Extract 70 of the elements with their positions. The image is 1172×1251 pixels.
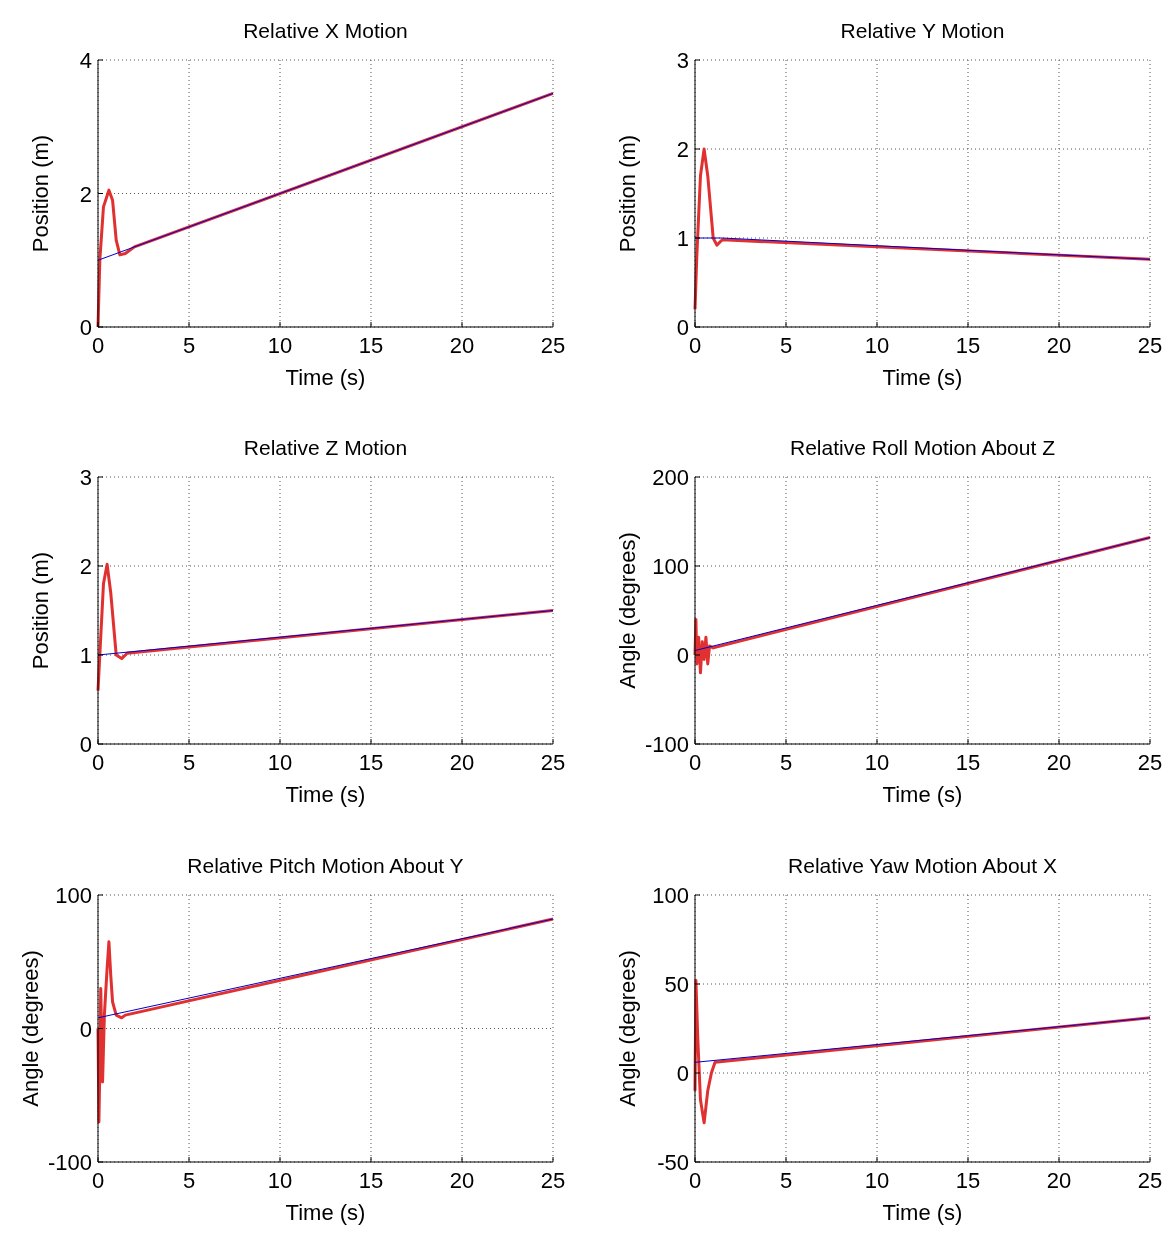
y-axis-title: Position (m) [28, 134, 53, 253]
y-axis-title: Position (m) [615, 134, 640, 253]
x-axis-title: Time (s) [285, 1200, 366, 1225]
x-tick-label: 15 [955, 333, 981, 358]
x-tick-label: 20 [1046, 333, 1072, 358]
y-tick-label: 200 [652, 465, 689, 490]
x-tick-label: 10 [864, 1168, 890, 1193]
chart-title: Relative Roll Motion About Z [790, 436, 1056, 459]
chart-title: Relative Pitch Motion About Y [187, 854, 464, 877]
y-tick-label: -100 [644, 732, 689, 757]
x-tick-label: 25 [540, 333, 566, 358]
x-tick-label: 15 [358, 333, 384, 358]
x-tick-label: 15 [358, 750, 384, 775]
y-axis-title: Angle (degrees) [615, 532, 640, 689]
y-tick-label: 1 [79, 643, 92, 668]
y-tick-label: 2 [676, 137, 689, 162]
x-tick-label: 5 [182, 333, 196, 358]
x-tick-label: 15 [955, 750, 981, 775]
y-tick-label: 1 [676, 226, 689, 251]
x-tick-label: 20 [449, 750, 475, 775]
chart-title: Relative X Motion [243, 19, 408, 42]
x-axis-title: Time (s) [882, 1200, 963, 1225]
x-axis-title: Time (s) [882, 365, 963, 390]
x-tick-label: 5 [779, 333, 793, 358]
y-tick-label: 0 [79, 1016, 92, 1042]
x-axis-title: Time (s) [285, 365, 366, 390]
x-tick-label: 20 [449, 1168, 475, 1193]
x-tick-label: 5 [182, 1168, 196, 1193]
x-tick-label: 25 [1137, 1168, 1163, 1193]
x-tick-label: 15 [955, 1168, 981, 1193]
chart-title: Relative Yaw Motion About X [788, 854, 1057, 877]
y-tick-label: 3 [79, 465, 92, 490]
y-tick-label: 4 [79, 48, 92, 73]
x-tick-label: 20 [1046, 1168, 1072, 1193]
x-tick-label: 25 [1137, 750, 1163, 775]
x-axis-title: Time (s) [882, 782, 963, 807]
x-tick-label: 20 [449, 333, 475, 358]
y-axis-title: Angle (degrees) [615, 950, 640, 1107]
y-tick-label: 100 [55, 883, 92, 908]
y-tick-label: 0 [79, 315, 92, 340]
chart-title: Relative Z Motion [243, 436, 408, 459]
x-tick-label: 5 [182, 750, 196, 775]
x-tick-label: 10 [267, 750, 293, 775]
y-tick-label: 100 [652, 554, 689, 579]
x-axis-title: Time (s) [285, 782, 366, 807]
x-tick-label: 5 [779, 1168, 793, 1193]
y-tick-label: 2 [79, 554, 92, 579]
y-tick-label: -100 [47, 1150, 92, 1175]
x-tick-label: 10 [864, 333, 890, 358]
y-tick-label: 0 [79, 732, 92, 757]
y-tick-label: -50 [657, 1150, 689, 1175]
y-axis-title: Angle (degrees) [18, 950, 43, 1107]
y-axis-title: Position (m) [28, 551, 53, 670]
y-tick-label: 2 [79, 181, 92, 207]
x-tick-label: 10 [864, 750, 890, 775]
x-tick-label: 15 [358, 1168, 384, 1193]
x-tick-label: 25 [540, 750, 566, 775]
y-tick-label: 0 [676, 643, 689, 668]
x-tick-label: 10 [267, 1168, 293, 1193]
x-tick-label: 5 [779, 750, 793, 775]
y-tick-label: 0 [676, 1061, 689, 1086]
x-tick-label: 25 [540, 1168, 566, 1193]
y-tick-label: 0 [676, 315, 689, 340]
chart-title: Relative Y Motion [840, 19, 1005, 42]
y-tick-label: 3 [676, 48, 689, 73]
x-tick-label: 20 [1046, 750, 1072, 775]
y-tick-label: 50 [664, 972, 689, 997]
y-tick-label: 100 [652, 883, 689, 908]
x-tick-label: 25 [1137, 333, 1163, 358]
x-tick-label: 10 [267, 333, 293, 358]
